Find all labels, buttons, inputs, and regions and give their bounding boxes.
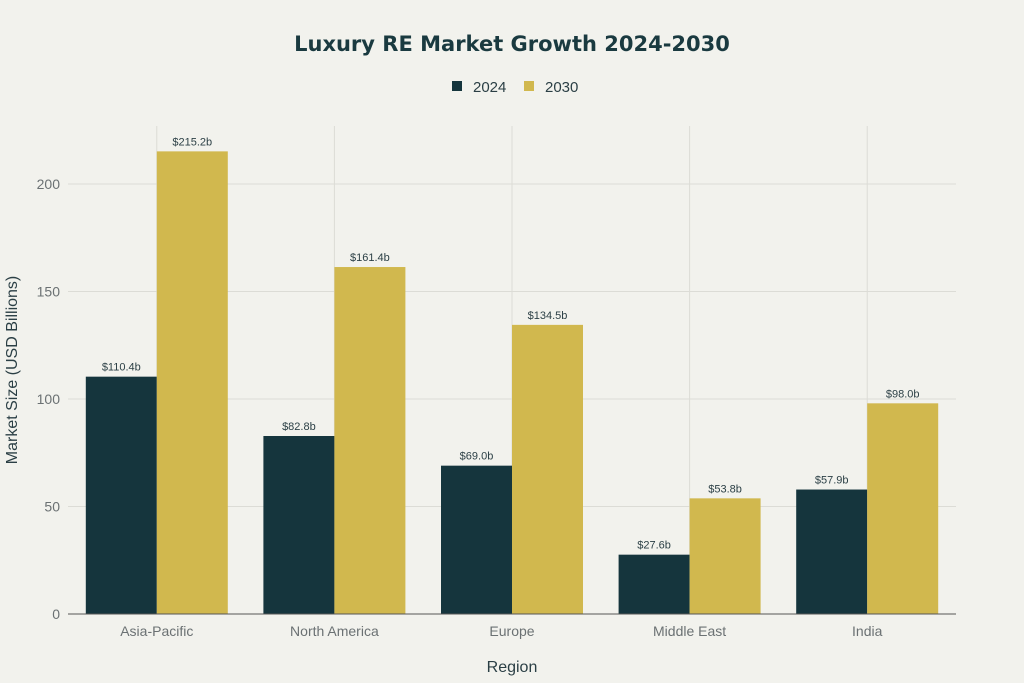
data-label: $98.0b xyxy=(886,388,920,400)
bar-2024-india xyxy=(796,489,868,614)
y-axis-title: Market Size (USD Billions) xyxy=(4,276,21,464)
data-label: $69.0b xyxy=(460,451,494,463)
legend-swatch-2030 xyxy=(524,81,534,91)
bar-2024-asia-pacific xyxy=(85,376,157,614)
bar-2030-north-america xyxy=(334,267,406,614)
data-label: $57.9b xyxy=(815,475,849,487)
bar-2024-europe xyxy=(441,465,512,614)
bar-2030-europe xyxy=(512,324,583,614)
x-tick-label: North America xyxy=(290,623,379,639)
bars xyxy=(85,151,939,614)
x-tick-label: Asia-Pacific xyxy=(120,623,193,639)
legend-label-2030: 2030 xyxy=(545,79,578,96)
x-axis-ticks: Asia-Pacific North America Europe Middle Ea… xyxy=(120,623,882,639)
y-axis-ticks: 0 50 100 150 200 xyxy=(37,176,61,622)
bar-2024-north-america xyxy=(263,435,335,614)
y-tick-label: 150 xyxy=(37,284,61,300)
x-axis-title: Region xyxy=(487,659,538,676)
legend: 2024 2030 xyxy=(452,79,578,96)
x-tick-label: India xyxy=(852,623,883,639)
y-tick-label: 50 xyxy=(44,499,60,515)
chart-title: Luxury RE Market Growth 2024-2030 xyxy=(294,32,730,56)
bar-2024-middle-east xyxy=(618,554,690,614)
data-label: $53.8b xyxy=(708,483,742,495)
y-tick-label: 200 xyxy=(37,176,61,192)
data-label: $161.4b xyxy=(350,252,390,264)
data-label: $82.8b xyxy=(282,421,316,433)
legend-label-2024: 2024 xyxy=(473,79,506,96)
y-tick-label: 100 xyxy=(37,391,61,407)
bar-2030-india xyxy=(867,403,939,614)
legend-swatch-2024 xyxy=(452,81,462,91)
data-label: $27.6b xyxy=(637,540,671,552)
x-tick-label: Middle East xyxy=(653,623,726,639)
bar-2030-asia-pacific xyxy=(156,151,228,614)
data-labels: $110.4b $215.2b $82.8b $161.4b $69.0b $134.5b… xyxy=(102,136,920,551)
y-tick-label: 0 xyxy=(52,606,60,622)
data-label: $110.4b xyxy=(102,362,141,374)
data-label: $215.2b xyxy=(172,136,212,148)
data-label: $134.5b xyxy=(528,310,568,322)
x-tick-label: Europe xyxy=(489,623,534,639)
bar-2030-middle-east xyxy=(689,498,761,614)
